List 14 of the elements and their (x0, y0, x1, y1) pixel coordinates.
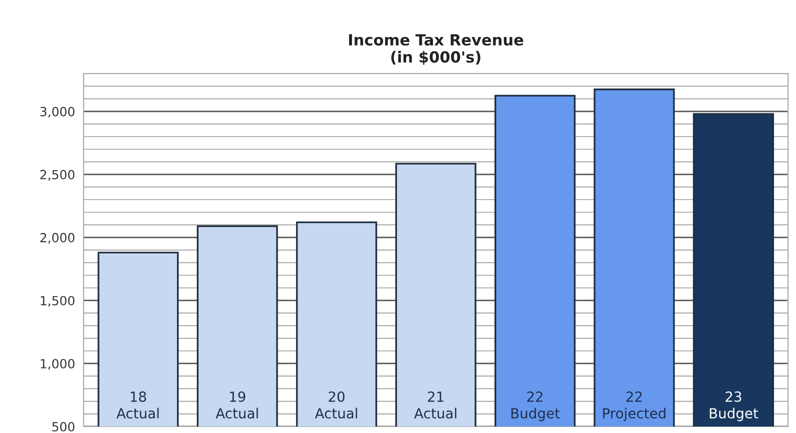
x-tick-label: 21 Actual (414, 391, 456, 419)
y-tick-label: 2,000 (40, 232, 74, 244)
y-tick-label: 500 (52, 422, 74, 432)
x-tick-label: 23 Budget (710, 391, 758, 422)
x-tick-label: 19 Actual (216, 391, 258, 419)
chart-title: Income Tax Revenue (in $000's) (349, 34, 524, 65)
y-tick-label: 1,500 (40, 296, 74, 307)
x-tick-label: 20 Actual (314, 391, 358, 419)
x-tick-label: 18 Actual (116, 391, 159, 419)
y-tick-label: 3,000 (40, 106, 74, 118)
x-tick-label: 22 Projected (603, 391, 666, 422)
x-tick-label: 22 Budget (511, 391, 560, 422)
y-tick-label: 2,500 (40, 170, 74, 181)
y-tick-label: 1,000 (40, 358, 74, 370)
